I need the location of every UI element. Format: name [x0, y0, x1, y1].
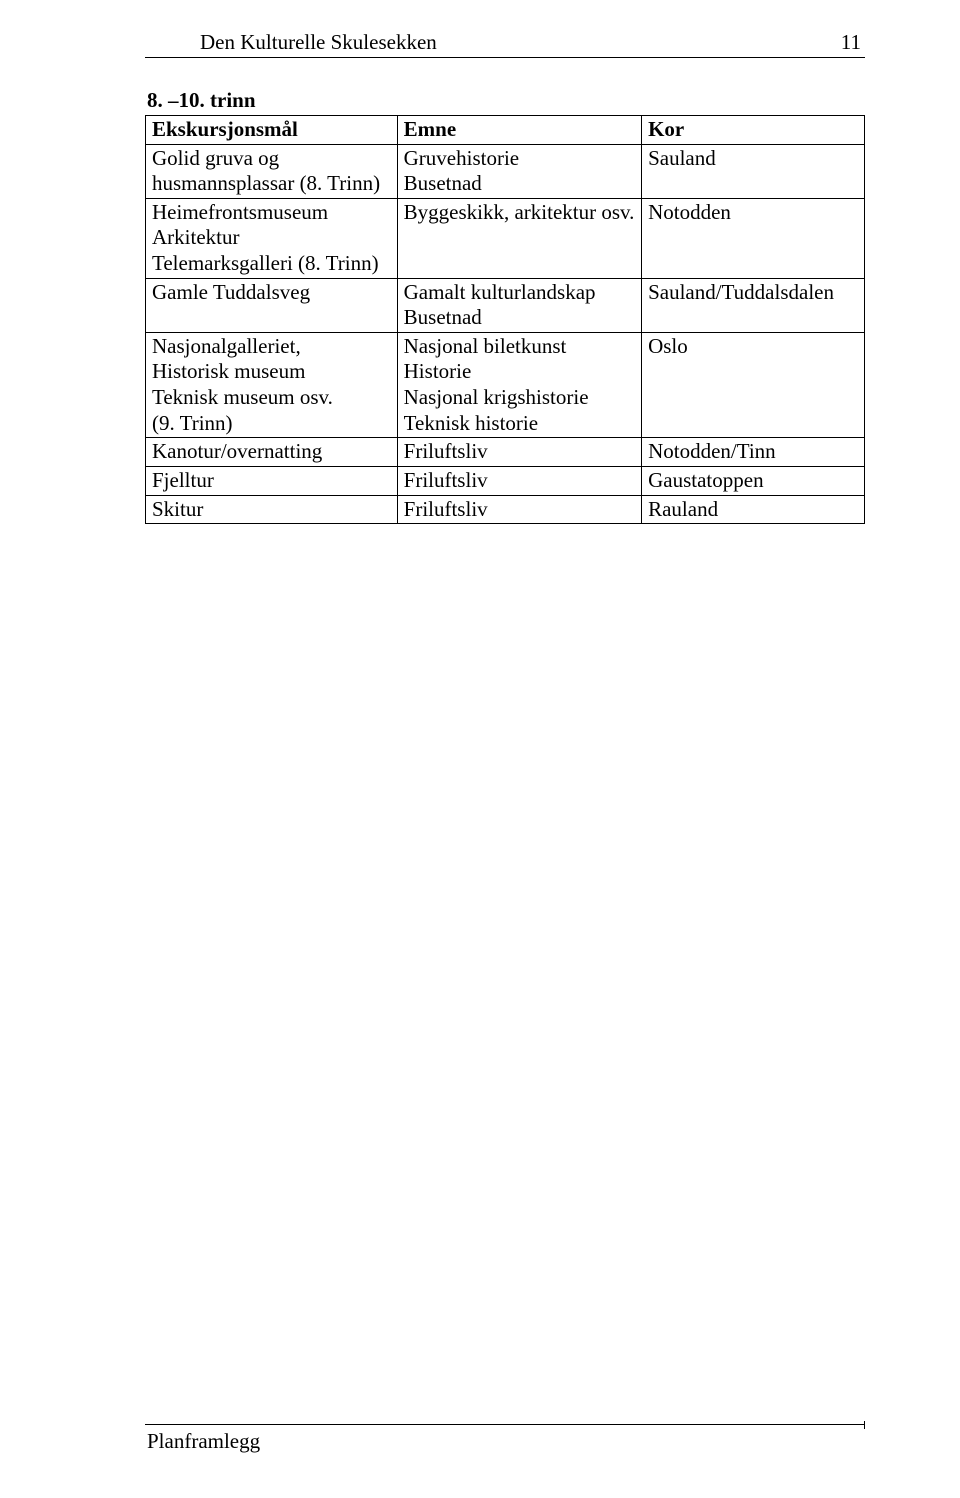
table-cell: Golid gruva og husmannsplassar (8. Trinn… [146, 144, 398, 198]
table-cell: Fjelltur [146, 466, 398, 495]
table-cell: HeimefrontsmuseumArkitekturTelemarksgall… [146, 198, 398, 278]
table-body: Golid gruva og husmannsplassar (8. Trinn… [146, 144, 865, 524]
table-header-row: Ekskursjonsmål Emne Kor [146, 116, 865, 145]
footer-text: Planframlegg [145, 1429, 260, 1453]
table-cell: Nasjonalgalleriet,Historisk museumTeknis… [146, 332, 398, 437]
table-cell: Friluftsliv [397, 495, 641, 524]
table-cell: Gamalt kulturlandskapBusetnad [397, 278, 641, 332]
table-cell: Friluftsliv [397, 466, 641, 495]
table-cell: Kanotur/overnatting [146, 438, 398, 467]
table-row: Skitur Friluftsliv Rauland [146, 495, 865, 524]
page-number: 11 [841, 30, 865, 55]
table-row: Nasjonalgalleriet,Historisk museumTeknis… [146, 332, 865, 437]
header-title: Den Kulturelle Skulesekken [145, 30, 437, 55]
table-row: HeimefrontsmuseumArkitekturTelemarksgall… [146, 198, 865, 278]
table-cell: Notodden [642, 198, 865, 278]
column-header: Ekskursjonsmål [146, 116, 398, 145]
page-header: Den Kulturelle Skulesekken 11 [145, 30, 865, 58]
table-cell: Gamle Tuddalsveg [146, 278, 398, 332]
table-cell: Friluftsliv [397, 438, 641, 467]
table-cell: Nasjonal biletkunstHistorieNasjonal krig… [397, 332, 641, 437]
table-row: Fjelltur Friluftsliv Gaustatoppen [146, 466, 865, 495]
column-header: Emne [397, 116, 641, 145]
table-cell: Rauland [642, 495, 865, 524]
footer-tick-mark [864, 1421, 865, 1429]
table-cell: GruvehistorieBusetnad [397, 144, 641, 198]
table-row: Gamle Tuddalsveg Gamalt kulturlandskapBu… [146, 278, 865, 332]
table-cell: Sauland [642, 144, 865, 198]
page-footer: Planframlegg [145, 1424, 865, 1454]
table-cell: Byggeskikk, arkitektur osv. [397, 198, 641, 278]
table-cell: Notodden/Tinn [642, 438, 865, 467]
table-row: Golid gruva og husmannsplassar (8. Trinn… [146, 144, 865, 198]
table-cell: Oslo [642, 332, 865, 437]
table-cell: Gaustatoppen [642, 466, 865, 495]
column-header: Kor [642, 116, 865, 145]
table-cell: Sauland/Tuddalsdalen [642, 278, 865, 332]
excursion-table: Ekskursjonsmål Emne Kor Golid gruva og h… [145, 115, 865, 524]
table-row: Kanotur/overnatting Friluftsliv Notodden… [146, 438, 865, 467]
table-cell: Skitur [146, 495, 398, 524]
section-title: 8. –10. trinn [145, 88, 865, 113]
